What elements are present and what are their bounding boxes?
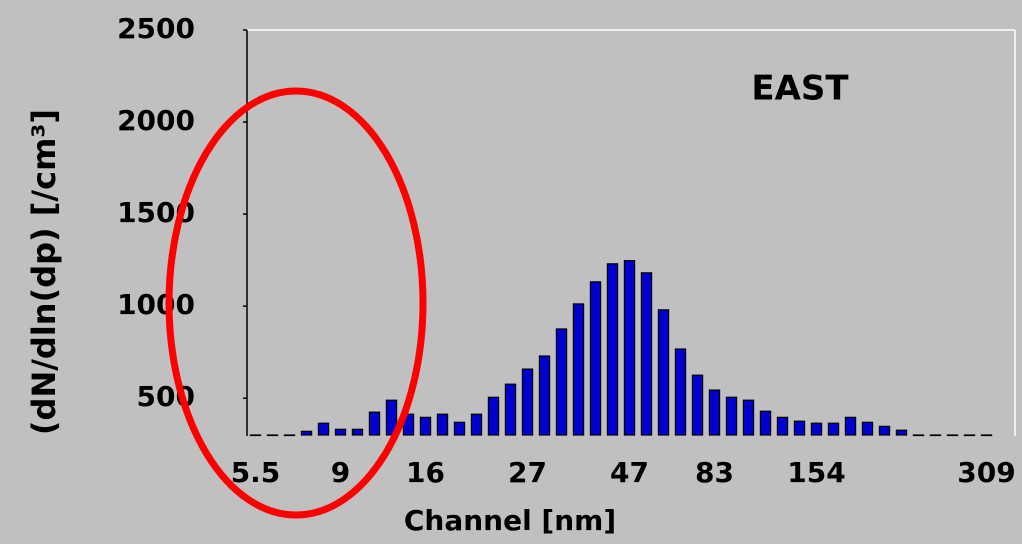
bar <box>879 426 889 435</box>
bar <box>624 261 634 435</box>
bar <box>794 421 804 435</box>
x-tick-label: 16 <box>406 456 445 489</box>
bar <box>471 414 481 435</box>
bar <box>709 390 719 435</box>
bar <box>284 435 294 436</box>
bar <box>981 435 991 436</box>
bar <box>522 369 532 435</box>
bar <box>607 264 617 435</box>
bar <box>556 329 566 435</box>
bar <box>964 435 974 436</box>
bar <box>488 397 498 435</box>
x-tick-label: 47 <box>610 456 649 489</box>
bar <box>828 423 838 435</box>
y-tick-label: 2000 <box>117 104 195 137</box>
bar <box>318 423 328 435</box>
chart: EAST Channel [nm] (dN/dln(dp) [/cm³] 500… <box>0 0 1022 544</box>
bar <box>760 411 770 435</box>
y-tick-label: 2500 <box>117 12 195 45</box>
bar <box>352 429 362 435</box>
bar <box>726 397 736 435</box>
bar <box>947 435 957 436</box>
bar <box>930 435 940 436</box>
bar <box>845 417 855 435</box>
bar <box>573 304 583 435</box>
annotation: EAST <box>751 69 849 109</box>
x-tick-label: 27 <box>508 456 547 489</box>
bar <box>641 273 651 435</box>
bar <box>811 423 821 435</box>
bar <box>590 282 600 435</box>
bar <box>658 310 668 435</box>
bar <box>335 429 345 435</box>
x-tick-label: 83 <box>695 456 734 489</box>
bar <box>369 412 379 435</box>
y-tick-label: 1000 <box>117 288 195 321</box>
bar <box>675 349 685 435</box>
page: EAST Channel [nm] (dN/dln(dp) [/cm³] 500… <box>0 0 1022 544</box>
bar <box>692 375 702 435</box>
bar <box>267 435 277 436</box>
x-tick-label: 5.5 <box>231 456 281 489</box>
bar <box>437 414 447 435</box>
bar <box>539 356 549 435</box>
bar <box>862 422 872 435</box>
bar <box>420 417 430 435</box>
x-axis-label: Channel [nm] <box>404 504 616 537</box>
bar <box>777 417 787 435</box>
bar <box>913 435 923 436</box>
x-tick-label: 154 <box>787 456 845 489</box>
y-axis-label: (dN/dln(dp) [/cm³] <box>25 109 63 435</box>
x-tick-label: 9 <box>331 456 350 489</box>
bar <box>454 422 464 435</box>
bar <box>896 430 906 435</box>
bar <box>250 435 260 436</box>
x-tick-label: 309 <box>957 456 1015 489</box>
bar <box>743 400 753 435</box>
bar <box>301 431 311 435</box>
bar <box>505 384 515 435</box>
